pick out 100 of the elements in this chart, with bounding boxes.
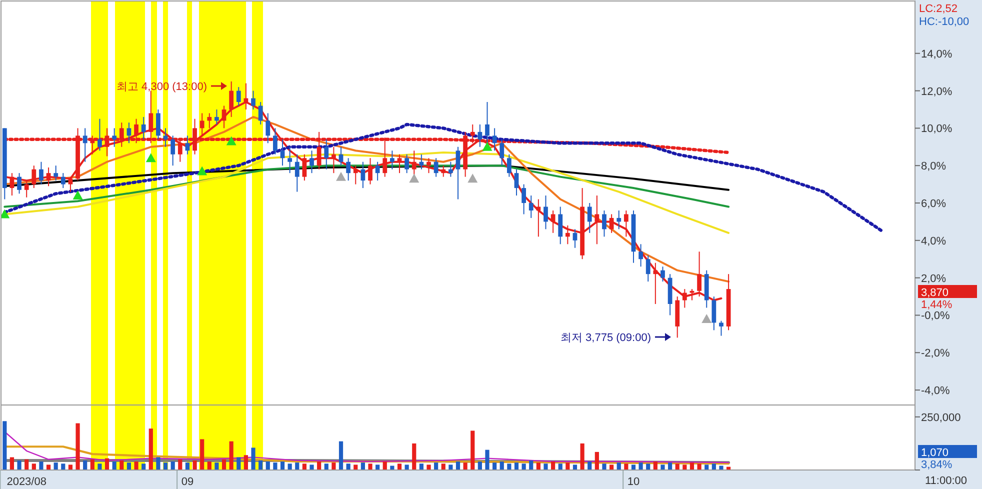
bar	[544, 464, 548, 470]
bar	[412, 443, 416, 470]
candlestick	[697, 251, 702, 298]
point	[702, 314, 712, 323]
candlestick	[46, 166, 51, 187]
bar	[631, 464, 636, 470]
candlestick	[288, 146, 292, 174]
candlestick	[419, 154, 424, 170]
bar	[104, 458, 110, 470]
candlestick	[332, 146, 336, 174]
candlestick	[32, 165, 36, 189]
point	[409, 174, 420, 183]
bar	[463, 462, 468, 470]
y-tick-label: -0,0%	[921, 310, 950, 322]
bar	[354, 464, 358, 470]
y-tick-label: 12,0%	[921, 86, 952, 98]
bar	[170, 462, 175, 470]
candlestick	[280, 138, 285, 166]
candlestick	[170, 135, 176, 166]
x-tick-label: 2023/08	[6, 476, 46, 488]
bar	[478, 462, 482, 470]
candlestick	[375, 161, 380, 182]
text: 3,870	[921, 287, 949, 299]
bar	[222, 459, 226, 470]
point	[482, 142, 492, 151]
bar	[76, 423, 80, 470]
bar	[266, 462, 270, 470]
candlestick	[185, 135, 190, 155]
candlestick	[251, 90, 256, 110]
bar	[288, 464, 292, 470]
bar	[536, 462, 540, 470]
candlestick	[397, 154, 402, 174]
text: HC:-10,00	[919, 16, 970, 28]
y-tick-label: 6,0%	[921, 198, 946, 210]
candlestick	[266, 112, 270, 144]
y-tick-label: -2,0%	[921, 348, 950, 360]
candlestick	[273, 128, 278, 155]
candlestick	[207, 112, 212, 129]
candlestick	[456, 146, 460, 200]
bar	[668, 462, 672, 470]
bar	[236, 457, 241, 470]
candlestick	[68, 176, 73, 192]
bar	[610, 464, 614, 470]
candlestick	[390, 150, 394, 170]
bar	[660, 464, 665, 470]
bar	[594, 452, 599, 470]
x-tick-label: 09	[181, 476, 194, 488]
point	[72, 190, 83, 200]
bar	[572, 464, 578, 470]
bar	[624, 464, 628, 470]
bar	[32, 464, 36, 470]
bar	[500, 462, 504, 470]
bar	[295, 462, 300, 470]
candlestick	[550, 210, 556, 234]
bar	[368, 464, 372, 470]
bar	[441, 464, 446, 470]
bar	[192, 460, 197, 470]
bar	[404, 464, 409, 470]
bar	[522, 464, 526, 470]
bar	[2, 421, 7, 470]
bar	[704, 464, 709, 470]
bar	[280, 462, 285, 470]
candlestick	[163, 128, 168, 148]
candlestick	[54, 165, 58, 182]
bar	[580, 443, 584, 470]
bar	[638, 462, 643, 470]
candlestick	[624, 210, 628, 238]
bar	[558, 464, 562, 470]
bar	[646, 464, 650, 470]
candlestick	[346, 158, 351, 182]
line-series	[3, 122, 884, 233]
line-series	[4, 164, 730, 208]
bar	[470, 430, 475, 470]
y-tick-label: -4,0%	[921, 385, 950, 398]
bar	[83, 460, 88, 470]
point	[146, 153, 156, 162]
candlestick	[500, 138, 504, 166]
candlestick	[426, 158, 431, 174]
candlestick	[660, 266, 665, 282]
candlestick	[514, 168, 519, 196]
candlestick	[17, 172, 22, 194]
bar	[302, 464, 306, 470]
annotation: 최저 3,775 (09:00)	[560, 332, 651, 344]
bar	[492, 462, 497, 470]
bar	[156, 457, 160, 470]
candlestick	[412, 150, 416, 178]
bar	[346, 464, 350, 470]
candlestick	[24, 180, 29, 198]
candlestick	[60, 172, 66, 189]
bar	[602, 464, 606, 470]
candlestick	[448, 161, 453, 178]
y-tick-label: 10,0%	[921, 123, 952, 136]
y-tick-label: 8,0%	[921, 160, 946, 173]
y-tick-label: 14,0%	[921, 48, 952, 60]
bar	[682, 464, 687, 470]
candlestick	[404, 154, 410, 174]
candlestick	[434, 158, 438, 178]
bar	[244, 455, 248, 470]
candlestick	[39, 161, 44, 185]
candlestick	[156, 108, 160, 140]
